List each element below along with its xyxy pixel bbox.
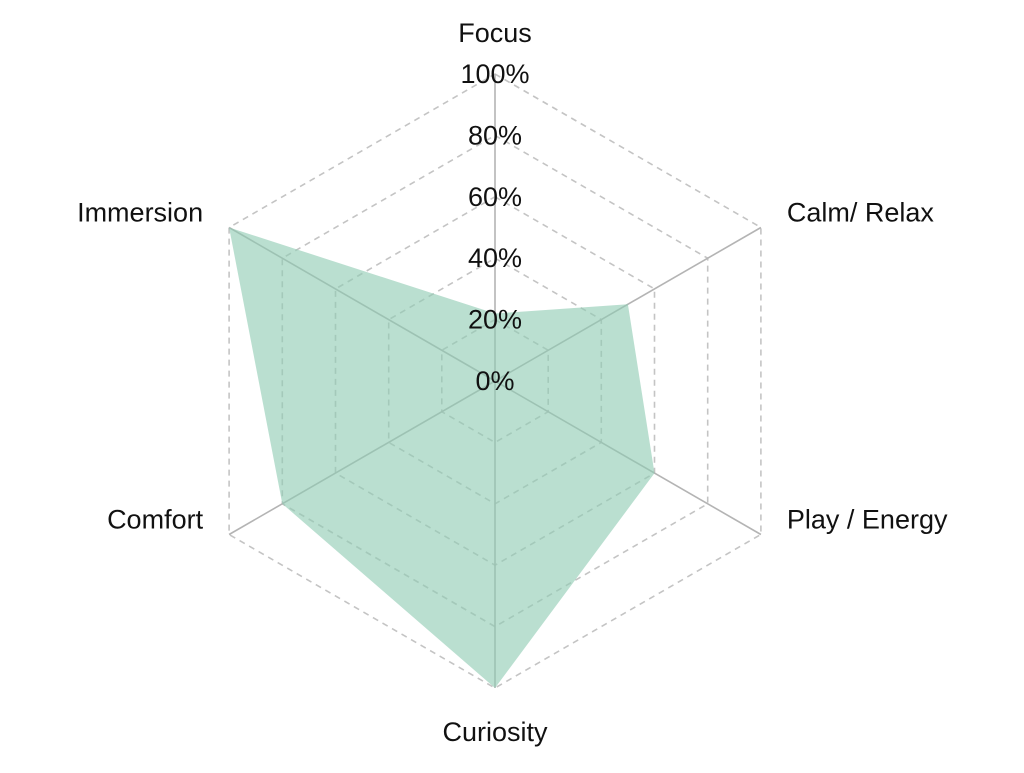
radial-tick-label: 100% [460, 59, 529, 89]
radial-tick-labels: 0% 20% 40% 60% 80% 100% [460, 59, 529, 396]
series-area [229, 227, 655, 688]
axis-label: Calm/ Relax [787, 198, 935, 228]
axis-labels: Focus Calm/ Relax Play / Energy Curiosity Co… [77, 18, 948, 747]
radial-tick-label: 20% [468, 305, 522, 335]
axis-label: Comfort [107, 505, 204, 535]
radial-tick-label: 60% [468, 182, 522, 212]
axis-label: Immersion [77, 198, 203, 228]
radar-series [229, 227, 655, 688]
axis-label: Play / Energy [787, 505, 948, 535]
axis-label: Curiosity [442, 717, 548, 747]
axis-label: Focus [458, 18, 532, 48]
radial-tick-label: 80% [468, 120, 522, 150]
radial-tick-label: 0% [475, 366, 514, 396]
radial-tick-label: 40% [468, 243, 522, 273]
